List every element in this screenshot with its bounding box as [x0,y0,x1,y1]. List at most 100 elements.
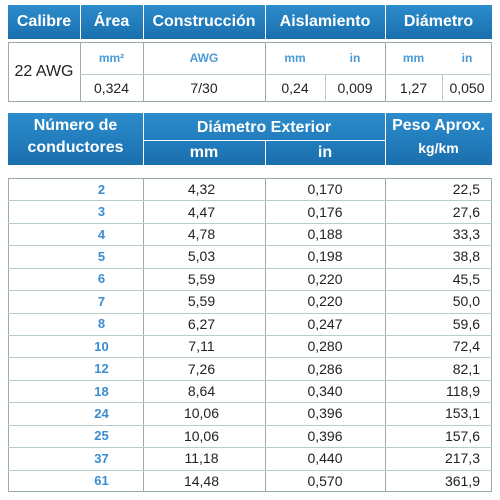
column-header: Diámetro Exterior [196,118,332,136]
diameter-in: 0,396 [307,405,343,422]
diameter-in: 0,247 [307,315,343,332]
unit-header: mm [189,144,219,161]
column-header: Peso Aprox. [392,117,485,134]
spec-header: Calibre [16,13,72,30]
spec-value: 0,324 [93,80,130,96]
conductor-count: 4 [97,226,106,242]
unit: AWG [189,51,219,65]
conductor-count: 37 [94,450,109,466]
weight: 59,6 [452,315,480,332]
diameter-mm: 4,78 [187,226,216,243]
column-header: conductores [27,139,124,156]
unit-header: kg/km [418,140,459,156]
spec-box [8,42,492,102]
cell-border [385,42,386,102]
cell-border [8,469,492,471]
conductor-count: 2 [97,181,106,197]
cell-border [143,42,144,102]
cell-border [325,74,326,102]
conductor-count: 10 [94,338,109,354]
spec-value: 1,27 [399,80,428,96]
cell-border [143,113,144,165]
cell-border [8,200,492,202]
diameter-mm: 5,59 [187,270,216,287]
diameter-in: 0,286 [307,360,343,377]
diameter-mm: 8,64 [187,383,216,400]
diameter-in: 0,340 [307,383,343,400]
cell-border [143,5,144,39]
cell-border [80,5,81,39]
cell-border [8,290,492,292]
conductor-count: 25 [94,428,109,444]
diameter-in: 0,198 [307,248,343,265]
diameter-mm: 14,48 [183,472,220,489]
cell-border [265,42,266,102]
weight: 118,9 [446,383,480,400]
cell-border [8,357,492,359]
cell-border [265,5,266,39]
weight: 217,3 [444,450,480,467]
cell-border [80,42,81,102]
diameter-mm: 11,18 [184,450,219,467]
spec-value: 0,009 [337,80,373,96]
cell-border [265,140,266,165]
weight: 50,0 [452,293,480,310]
cell-border [385,113,386,165]
header-band [8,5,492,39]
cell-border [385,5,386,39]
unit: mm² [98,51,125,65]
conductor-count: 61 [94,473,109,489]
cell-border [8,312,492,314]
weight: 157,6 [444,427,480,444]
diameter-mm: 6,27 [187,315,216,332]
weight: 38,8 [452,248,480,265]
spec-header: Construcción [152,13,256,30]
diameter-mm: 5,03 [187,248,216,265]
cell-border [8,447,492,449]
cell-border [80,74,492,75]
unit-header: in [317,144,333,161]
cell-border [143,140,385,141]
diameter-in: 0,570 [307,472,343,489]
conductor-count: 6 [97,271,106,287]
cell-border [8,245,492,247]
diameter-mm: 4,47 [187,203,216,220]
calibre: 22 AWG [14,63,74,80]
diameter-mm: 4,32 [187,181,216,198]
diameter-in: 0,220 [307,270,343,287]
weight: 153,1 [444,405,480,422]
weight: 22,5 [452,181,480,198]
conductor-count: 3 [97,204,106,220]
conductor-count: 24 [94,405,109,421]
spec-header: Diámetro [403,13,474,30]
conductor-count: 8 [97,316,106,332]
conductor-count: 12 [94,361,109,377]
spec-value: 7/30 [190,80,218,96]
diameter-in: 0,170 [307,181,343,198]
diameter-in: 0,188 [307,226,343,243]
conductor-count: 18 [94,383,109,399]
diameter-in: 0,220 [307,293,343,310]
cell-border [8,379,492,381]
cell-border [8,222,492,224]
unit: in [349,51,361,65]
cell-border [8,424,492,426]
weight: 33,3 [452,226,480,243]
spec-header: Área [93,13,130,30]
conductor-count: 5 [97,248,106,264]
weight: 72,4 [452,338,480,355]
column-header: Número de [33,117,118,134]
unit: mm [284,51,306,65]
diameter-in: 0,440 [307,450,343,467]
cell-border [8,267,492,269]
cell-border [8,335,492,336]
spec-value: 0,050 [449,80,485,96]
cell-border [442,74,443,102]
diameter-mm: 10,06 [183,427,220,444]
spec-header: Aislamiento [279,13,371,30]
weight: 361,9 [444,472,480,489]
diameter-mm: 7,11 [188,338,215,355]
diameter-in: 0,396 [307,427,343,444]
weight: 27,6 [452,203,480,220]
